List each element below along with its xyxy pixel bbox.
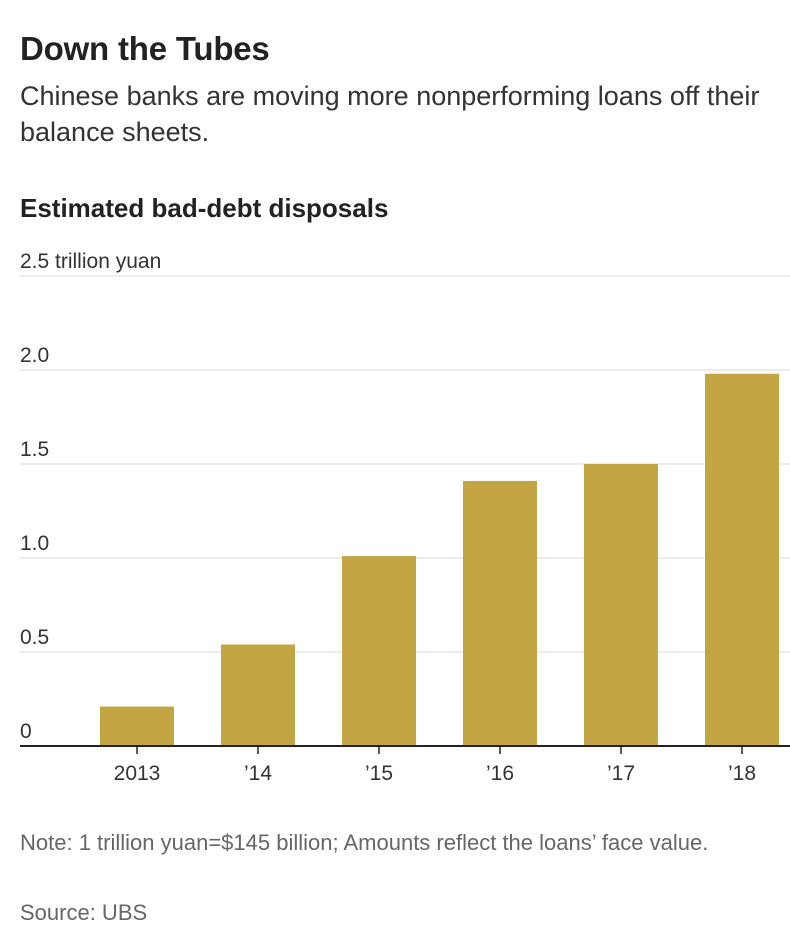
chart-title: Estimated bad-debt disposals bbox=[20, 193, 389, 223]
chart-headline: Down the Tubes bbox=[20, 30, 270, 67]
bar bbox=[100, 706, 174, 746]
y-tick-label: 0 bbox=[20, 720, 32, 743]
x-tick-label: ’15 bbox=[365, 762, 393, 785]
x-tick-label: ’14 bbox=[244, 762, 272, 785]
bar bbox=[705, 373, 779, 746]
x-axis-labels: 2013 ’14 ’15 ’16 ’17 ’18 bbox=[114, 746, 756, 785]
bar-chart: 0 0.5 1.0 1.5 2.0 2.5 trillion yuan 2013 ’14 ’1… bbox=[20, 250, 790, 785]
y-tick-label: 2.5 trillion yuan bbox=[20, 250, 161, 273]
x-tick-label: ’17 bbox=[607, 762, 635, 785]
bar bbox=[342, 556, 416, 746]
bar bbox=[221, 644, 295, 746]
y-tick-label: 1.0 bbox=[20, 532, 49, 555]
bar bbox=[463, 480, 537, 746]
chart-note: Note: 1 trillion yuan=$145 billion; Amou… bbox=[20, 830, 709, 855]
y-tick-label: 0.5 bbox=[20, 626, 49, 649]
grid-lines bbox=[20, 275, 790, 653]
bar bbox=[584, 464, 658, 746]
chart-source: Source: UBS bbox=[20, 900, 148, 925]
x-tick-label: ’18 bbox=[728, 762, 756, 785]
x-tick-label: 2013 bbox=[114, 762, 161, 785]
bars bbox=[100, 373, 779, 746]
chart-subheadline: Chinese banks are moving more nonperform… bbox=[20, 81, 760, 147]
y-axis-labels: 0 0.5 1.0 1.5 2.0 2.5 trillion yuan bbox=[20, 250, 161, 743]
y-tick-label: 2.0 bbox=[20, 344, 49, 367]
y-tick-label: 1.5 bbox=[20, 438, 49, 461]
x-tick-label: ’16 bbox=[486, 762, 514, 785]
